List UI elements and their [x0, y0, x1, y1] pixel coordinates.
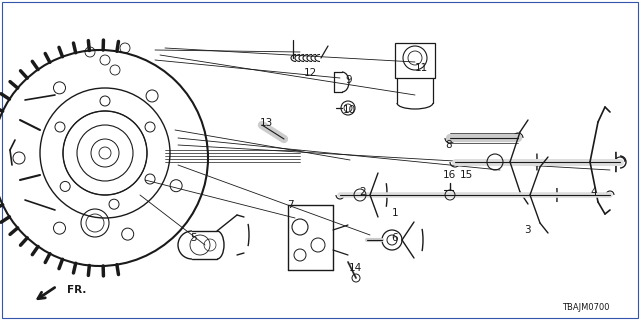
- Text: 15: 15: [460, 170, 472, 180]
- Text: 3: 3: [524, 225, 531, 235]
- Text: FR.: FR.: [67, 285, 86, 295]
- Text: 6: 6: [392, 233, 398, 243]
- Text: 13: 13: [259, 118, 273, 128]
- Text: 5: 5: [189, 233, 196, 243]
- Text: TBAJM0700: TBAJM0700: [563, 303, 610, 313]
- Text: 14: 14: [348, 263, 362, 273]
- Text: 4: 4: [591, 187, 597, 197]
- Text: 1: 1: [392, 208, 398, 218]
- Text: 2: 2: [360, 187, 366, 197]
- Text: 8: 8: [445, 140, 452, 150]
- Text: 9: 9: [346, 75, 352, 85]
- Text: 11: 11: [414, 63, 428, 73]
- Text: 12: 12: [303, 68, 317, 78]
- Text: 10: 10: [342, 105, 356, 115]
- Text: 7: 7: [287, 200, 293, 210]
- Text: 16: 16: [442, 170, 456, 180]
